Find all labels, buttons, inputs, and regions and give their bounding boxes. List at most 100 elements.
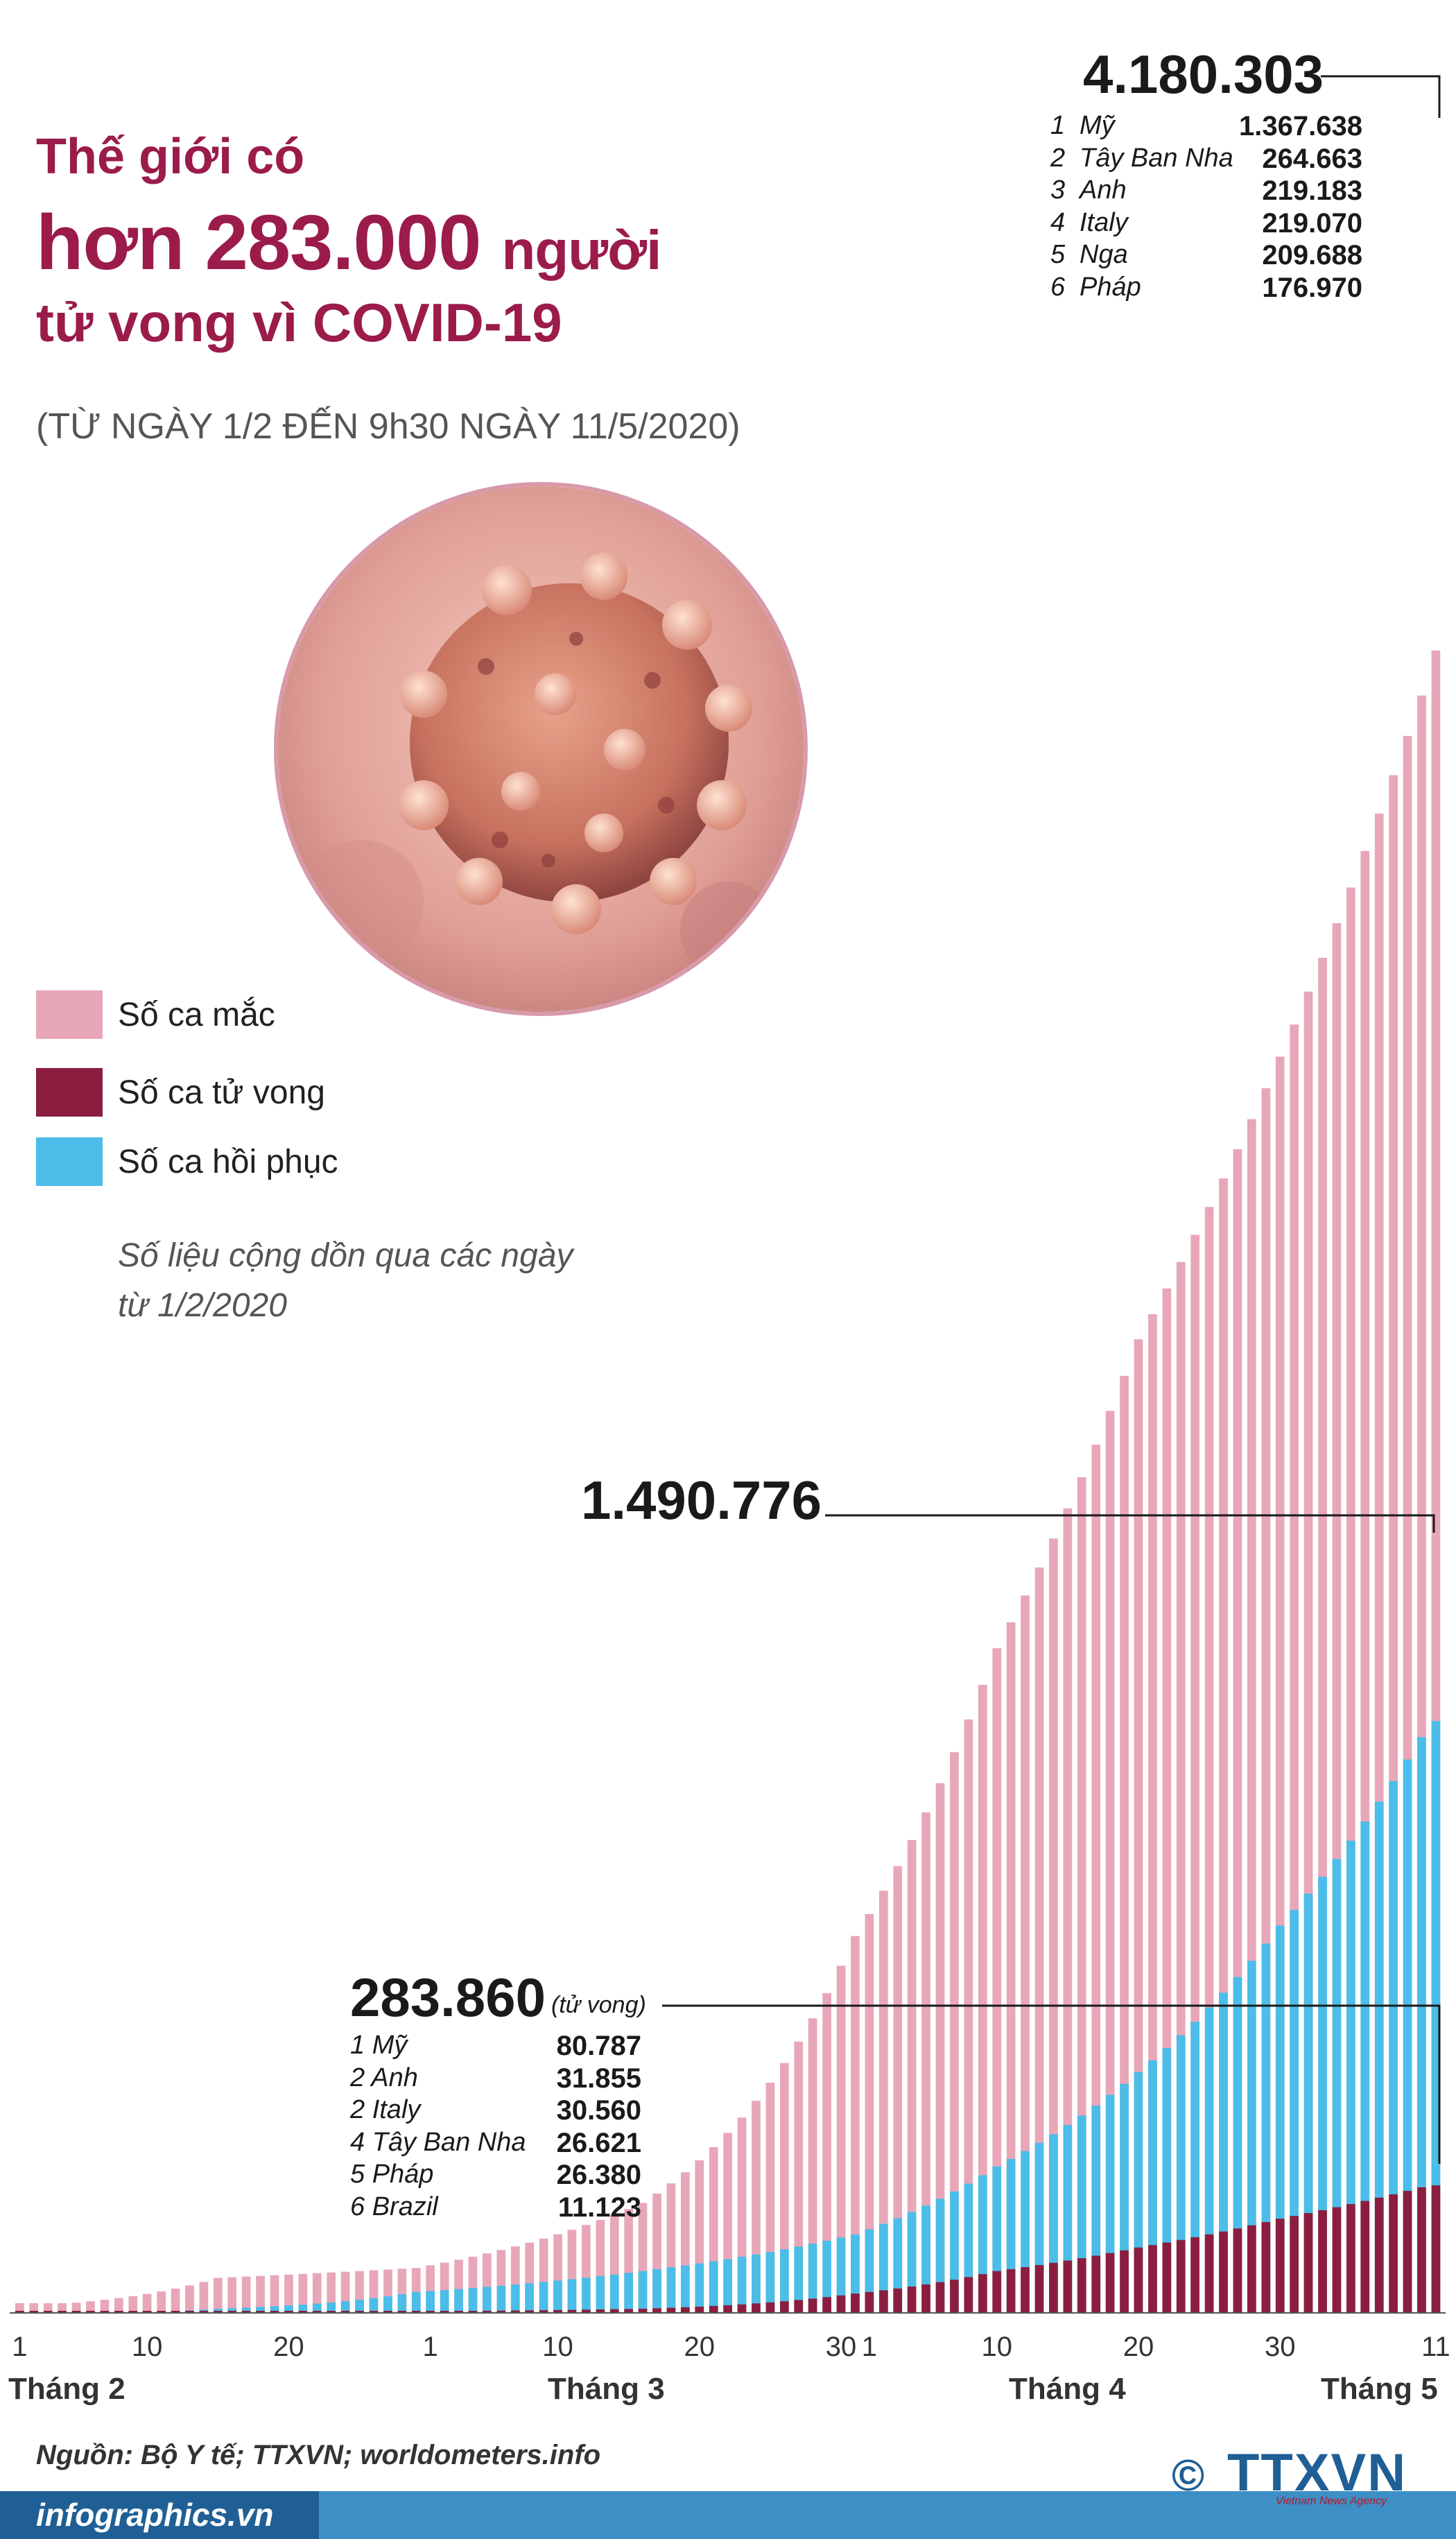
recovered-bar — [752, 2254, 761, 2313]
deaths-bar — [921, 2284, 930, 2313]
deaths-bar — [1134, 2247, 1143, 2313]
title-line-2: hơn 283.000 người — [36, 198, 661, 287]
deaths-country: 6 Brazil — [350, 2192, 438, 2221]
x-tick-label: 20 — [273, 2332, 304, 2362]
cases-bar — [86, 2301, 95, 2313]
x-tick-label: 20 — [1123, 2332, 1154, 2362]
note-line-1: Số liệu cộng dồn qua các ngày — [118, 1237, 573, 1274]
cases-total: 4.180.303 — [1083, 44, 1324, 105]
recovered-bar — [340, 2301, 350, 2313]
deaths-bar — [468, 2311, 478, 2313]
title-line-3: tử vong vì COVID-19 — [36, 292, 562, 353]
cases-bar — [1034, 1567, 1044, 2313]
cases-list-row: 3 Anh 219.183 — [1050, 175, 1362, 207]
cases-bar — [1091, 1445, 1101, 2313]
recovered-bar — [327, 2302, 336, 2313]
deaths-bar — [525, 2310, 534, 2313]
cases-value: 1.367.638 — [1239, 111, 1362, 141]
deaths-value: 11.123 — [557, 2192, 641, 2223]
cases-bar — [794, 2041, 804, 2313]
deaths-value: 31.855 — [556, 2063, 641, 2094]
deaths-list-row: 2 Italy 30.560 — [350, 2095, 641, 2127]
deaths-bar — [1290, 2216, 1299, 2313]
deaths-bar — [114, 2311, 123, 2313]
deaths-leader-line — [662, 2004, 1441, 2164]
recovered-bar — [1431, 1721, 1441, 2313]
deaths-country: 5 Pháp — [350, 2160, 434, 2189]
cases-bar — [227, 2277, 237, 2313]
x-tick-label: 10 — [542, 2332, 573, 2362]
deaths-bar — [58, 2311, 67, 2313]
cases-country: Mỹ — [1080, 111, 1115, 140]
cases-bar — [214, 2278, 223, 2313]
recovered-bar — [454, 2289, 463, 2313]
cases-bar — [1077, 1477, 1086, 2313]
x-tick-label: 1 — [861, 2332, 877, 2362]
deaths-bar — [383, 2311, 392, 2313]
deaths-bar — [752, 2303, 761, 2313]
recovered-bar — [737, 2257, 747, 2313]
deaths-country: 4 Tây Ban Nha — [350, 2127, 526, 2157]
cases-bar — [964, 1719, 973, 2313]
deaths-bar — [1190, 2237, 1199, 2313]
deaths-country: 1 Mỹ — [350, 2031, 408, 2060]
deaths-bar — [822, 2297, 831, 2313]
cases-bar — [58, 2303, 67, 2313]
deaths-bar — [1006, 2269, 1016, 2313]
deaths-bar — [1204, 2234, 1214, 2313]
copyright-icon: © — [1172, 2450, 1205, 2500]
cases-bar — [950, 1752, 959, 2313]
deaths-bar — [227, 2311, 237, 2313]
recovered-bar — [312, 2303, 322, 2313]
recovered-bar — [241, 2307, 251, 2313]
recovered-bar — [1247, 1961, 1256, 2313]
footer-site-link[interactable]: infographics.vn — [0, 2491, 319, 2539]
deaths-bar — [978, 2274, 987, 2313]
deaths-bar — [1077, 2258, 1086, 2313]
deaths-bar — [411, 2311, 421, 2313]
recovered-bar — [1360, 1821, 1370, 2313]
cases-bar — [921, 1812, 930, 2313]
deaths-bar — [737, 2304, 747, 2313]
legend-swatch-recovered — [36, 1137, 103, 1186]
cases-rank: 1 — [1050, 111, 1066, 140]
deaths-bar — [397, 2311, 407, 2313]
recovered-bar — [1374, 1801, 1384, 2313]
cases-bar — [865, 1913, 874, 2313]
cases-bar — [29, 2303, 39, 2313]
deaths-bar — [1021, 2267, 1030, 2313]
deaths-bar — [298, 2311, 308, 2313]
deaths-bar — [214, 2311, 223, 2313]
deaths-bar — [256, 2311, 265, 2313]
recovered-bar — [1332, 1859, 1342, 2313]
deaths-bar — [851, 2293, 860, 2313]
cases-bar — [822, 1993, 831, 2313]
cases-list-row: 2 Tây Ban Nha 264.663 — [1050, 144, 1362, 175]
cases-bar — [851, 1936, 860, 2313]
cases-bar — [71, 2303, 81, 2313]
x-tick-label: 10 — [981, 2332, 1012, 2362]
deaths-bar — [893, 2288, 903, 2313]
deaths-bar — [1374, 2197, 1384, 2313]
deaths-bar — [454, 2311, 463, 2313]
deaths-bar — [496, 2310, 506, 2313]
deaths-bar — [609, 2309, 619, 2313]
recovered-bar — [383, 2296, 392, 2313]
cases-bar — [907, 1840, 917, 2313]
deaths-bar — [1063, 2260, 1073, 2313]
deaths-tag: (tử vong) — [551, 1992, 646, 2018]
cases-bar — [15, 2303, 24, 2313]
recovered-bar — [1417, 1737, 1426, 2313]
x-tick-label: 1 — [12, 2332, 28, 2362]
cases-rank: 2 — [1050, 143, 1066, 173]
recovered-bar — [780, 2249, 789, 2313]
virus-illustration — [274, 482, 808, 1016]
cases-bar — [1134, 1339, 1143, 2313]
cases-bar — [992, 1648, 1002, 2313]
deaths-bar — [1360, 2201, 1370, 2313]
deaths-bar — [440, 2311, 449, 2313]
cases-bar — [836, 1965, 846, 2313]
deaths-bar — [765, 2302, 775, 2313]
deaths-bar — [510, 2310, 520, 2313]
cases-bar — [157, 2291, 166, 2313]
